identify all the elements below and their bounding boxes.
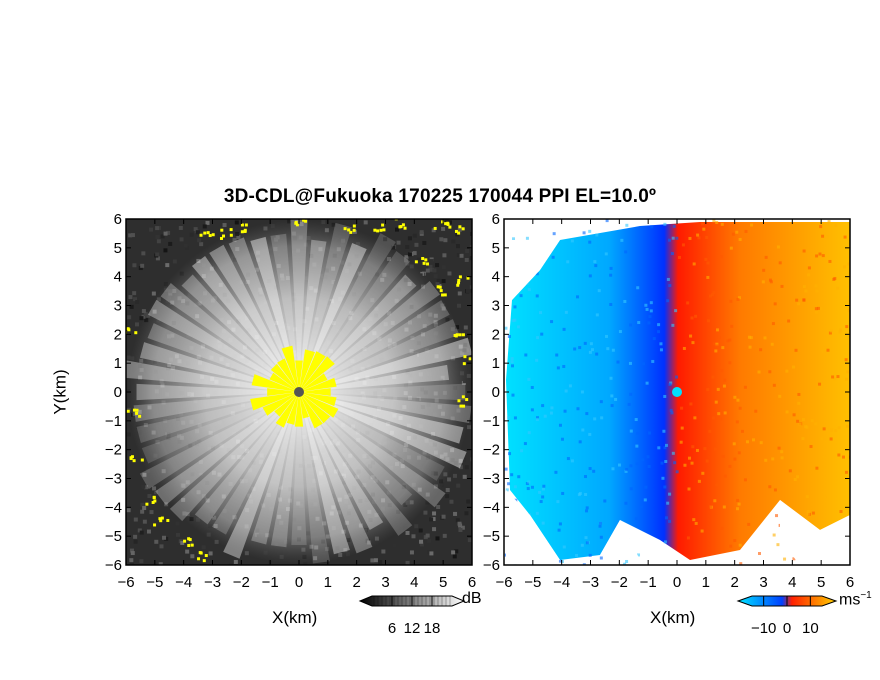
- velocity-x-tick-label: −2: [611, 574, 628, 591]
- reflectivity-y-tick-label: 5: [114, 240, 122, 257]
- reflectivity-x-tick-label: 5: [439, 574, 447, 591]
- reflectivity-y-tick-label: 2: [114, 326, 122, 343]
- velocity-x-tick-label: 6: [846, 574, 854, 591]
- reflectivity-y-tick-label: −6: [105, 557, 122, 574]
- reflectivity-colorbar: 6 12 18: [358, 595, 466, 637]
- colorbar-tick-label: 12: [404, 620, 421, 637]
- velocity-x-tick-label: 5: [817, 574, 825, 591]
- velocity-y-tick-label: 2: [492, 326, 500, 343]
- velocity-y-tick-label: 3: [492, 298, 500, 315]
- velocity-y-tick-label: 6: [492, 211, 500, 228]
- reflectivity-y-tick-label: −3: [105, 471, 122, 488]
- velocity-y-tick-label: −4: [483, 499, 500, 516]
- velocity-panel: −6 −5 −4 −3 −2 −1 0 1 2 3 4 5 6 −6 −5 −4 −3 −2 −1 0 1 2 3 4 5 6: [483, 211, 854, 591]
- reflectivity-y-tick-label: −4: [105, 499, 122, 516]
- reflectivity-x-tick-label: 0: [295, 574, 303, 591]
- velocity-x-tick-label: −5: [524, 574, 541, 591]
- velocity-y-tick-label: −5: [483, 528, 500, 545]
- reflectivity-y-tick-label: −1: [105, 413, 122, 430]
- page-title: 3D-CDL@Fukuoka 170225 170044 PPI EL=10.0…: [223, 186, 657, 207]
- velocity-x-tick-label: −1: [640, 574, 657, 591]
- velocity-y-tick-label: −1: [483, 413, 500, 430]
- velocity-y-tick-label: −6: [483, 557, 500, 574]
- reflectivity-x-tick-label: −5: [146, 574, 163, 591]
- reflectivity-rays: [126, 219, 472, 564]
- reflectivity-x-tick-label: −3: [204, 574, 221, 591]
- velocity-x-tick-label: −4: [553, 574, 570, 591]
- reflectivity-x-tick-label: 4: [410, 574, 418, 591]
- velocity-y-tick-label: 0: [492, 384, 500, 401]
- reflectivity-x-axis-title: X(km): [272, 608, 318, 627]
- velocity-unit-base: ms: [839, 591, 861, 609]
- velocity-x-tick-label: 1: [702, 574, 710, 591]
- reflectivity-y-tick-label: 0: [114, 384, 122, 401]
- reflectivity-x-tick-label: 1: [324, 574, 332, 591]
- reflectivity-x-tick-label: −2: [233, 574, 250, 591]
- velocity-x-tick-label: −3: [582, 574, 599, 591]
- velocity-y-tick-label: −3: [483, 471, 500, 488]
- y-axis-title: Y(km): [50, 369, 70, 415]
- velocity-ticks: −6 −5 −4 −3 −2 −1 0 1 2 3 4 5 6 −6 −5 −4 −3 −2 −1 0 1 2 3 4 5 6: [483, 211, 854, 591]
- velocity-colorbar-unit: ms−1: [839, 590, 872, 609]
- colorbar-tick-label: 0: [783, 620, 791, 637]
- reflectivity-colorbar-unit: dB: [462, 590, 482, 607]
- colorbar-tick-label: 10: [802, 620, 819, 637]
- reflectivity-x-tick-label: −1: [262, 574, 279, 591]
- velocity-y-tick-label: 1: [492, 355, 500, 372]
- reflectivity-panel: −6 −5 −4 −3 −2 −1 0 1 2 3 4 5 6 −6 −5 −4 −3 −2 −1 0 1 2 3 4 5 6: [105, 211, 476, 591]
- reflectivity-x-tick-label: −4: [175, 574, 192, 591]
- colorbar-tick-label: 18: [424, 620, 441, 637]
- reflectivity-x-tick-label: 6: [468, 574, 476, 591]
- radar-site-marker-velocity: [672, 387, 682, 397]
- velocity-unit-exponent: −1: [860, 590, 872, 601]
- reflectivity-y-tick-label: −2: [105, 442, 122, 459]
- colorbar-tick-label: −10: [751, 620, 776, 637]
- reflectivity-y-tick-label: 1: [114, 355, 122, 372]
- velocity-y-tick-label: −2: [483, 442, 500, 459]
- reflectivity-y-tick-label: 3: [114, 298, 122, 315]
- velocity-x-tick-label: 0: [673, 574, 681, 591]
- velocity-no-data-areas: [506, 240, 850, 565]
- reflectivity-y-tick-label: −5: [105, 528, 122, 545]
- velocity-x-axis-title: X(km): [650, 608, 696, 627]
- velocity-y-tick-label: 4: [492, 269, 500, 286]
- velocity-x-tick-label: 4: [788, 574, 796, 591]
- reflectivity-x-tick-label: −6: [117, 574, 134, 591]
- velocity-x-tick-label: −6: [495, 574, 512, 591]
- reflectivity-ticks: −6 −5 −4 −3 −2 −1 0 1 2 3 4 5 6 −6 −5 −4 −3 −2 −1 0 1 2 3 4 5 6: [105, 211, 476, 591]
- radar-site-marker: [294, 387, 304, 397]
- reflectivity-x-tick-label: 3: [381, 574, 389, 591]
- reflectivity-y-tick-label: 4: [114, 269, 122, 286]
- velocity-x-tick-label: 2: [730, 574, 738, 591]
- velocity-y-tick-label: 5: [492, 240, 500, 257]
- reflectivity-y-tick-label: 6: [114, 211, 122, 228]
- velocity-x-tick-label: 3: [759, 574, 767, 591]
- reflectivity-x-tick-label: 2: [352, 574, 360, 591]
- reflectivity-edge-highlights: [126, 219, 472, 563]
- reflectivity-center-highlight: [250, 345, 339, 429]
- velocity-colorbar: −10 0 10: [736, 595, 838, 637]
- colorbar-tick-label: 6: [388, 620, 396, 637]
